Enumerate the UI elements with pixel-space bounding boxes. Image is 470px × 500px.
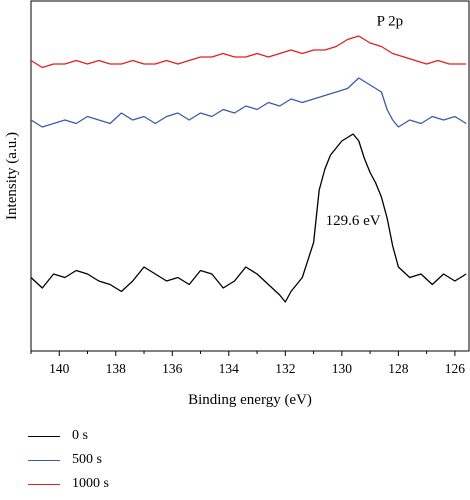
x-tick-label: 134 bbox=[219, 361, 240, 376]
legend-swatch bbox=[28, 483, 60, 485]
legend-item: 1000 s bbox=[28, 472, 109, 496]
peak-label: 129.6 eV bbox=[326, 213, 381, 229]
series-line-500s bbox=[30, 77, 467, 128]
legend: 0 s 500 s 1000 s bbox=[28, 424, 109, 496]
y-axis-title: Intensity (a.u.) bbox=[4, 132, 20, 220]
legend-label: 1000 s bbox=[72, 476, 109, 491]
plot-frame bbox=[30, 0, 470, 352]
x-tick-label: 128 bbox=[388, 361, 409, 376]
x-tick-label: 132 bbox=[275, 361, 295, 376]
legend-swatch bbox=[28, 459, 60, 461]
x-axis-title: Binding energy (eV) bbox=[188, 392, 312, 408]
series-line-0s bbox=[30, 133, 467, 303]
x-tick-label: 136 bbox=[162, 361, 183, 376]
series-line-1000s bbox=[30, 35, 467, 69]
legend-label: 0 s bbox=[72, 428, 88, 443]
legend-item: 0 s bbox=[28, 424, 109, 448]
x-axis: 140 138 136 134 132 130 128 126 bbox=[30, 351, 466, 376]
series-layer bbox=[30, 35, 467, 303]
x-tick-label: 126 bbox=[445, 361, 466, 376]
panel-label: P 2p bbox=[377, 14, 404, 30]
legend-swatch bbox=[28, 435, 60, 437]
x-tick-label: 138 bbox=[106, 361, 127, 376]
x-tick-label: 140 bbox=[49, 361, 70, 376]
x-tick-label: 130 bbox=[332, 361, 353, 376]
legend-label: 500 s bbox=[72, 452, 102, 467]
legend-item: 500 s bbox=[28, 448, 109, 472]
annotations: P 2p 129.6 eV bbox=[326, 14, 404, 230]
